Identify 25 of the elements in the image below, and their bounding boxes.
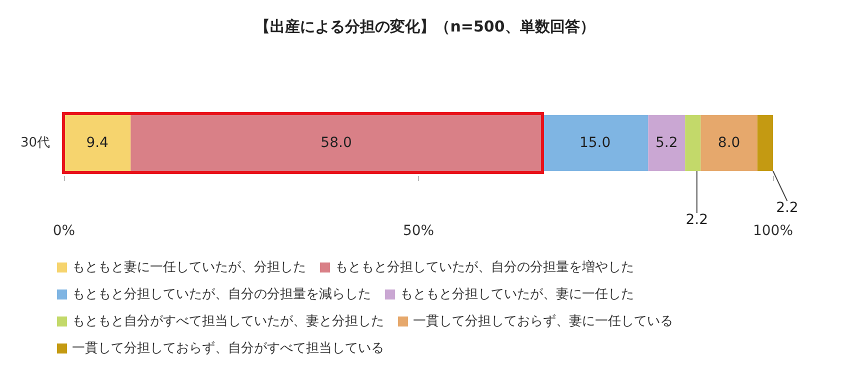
data-label: 15.0 [579, 135, 611, 151]
legend-label: 一貫して分担しておらず、自分がすべて担当している [72, 341, 384, 356]
legend-label: もともと妻に一任していたが、分担した [72, 260, 306, 275]
legend-label: もともと分担していたが、自分の分担量を増やした [335, 259, 634, 275]
data-label: 2.2 [686, 212, 708, 228]
bar [757, 115, 773, 171]
bar [64, 115, 131, 171]
data-label: 9.4 [86, 135, 109, 151]
legend-label: もともと自分がすべて担当していたが、妻と分担した [72, 314, 384, 329]
bar [648, 115, 686, 171]
x-tick-label: 0% [52, 223, 76, 239]
bar [685, 115, 701, 171]
bar [700, 115, 758, 171]
x-tick-label: 50% [402, 223, 434, 239]
x-tick-label: 100% [752, 223, 794, 239]
legend-label: 一貫して分担しておらず、妻に一任している [413, 314, 673, 329]
data-label: 2.2 [776, 200, 798, 216]
y-tick-label: 30代 [20, 136, 50, 150]
chart-title: 【出産による分担の変化】（n=500、単数回答） [255, 18, 595, 36]
data-label: 8.0 [718, 135, 740, 151]
data-label: 58.0 [320, 135, 352, 151]
data-label: 5.2 [656, 135, 678, 151]
bar [130, 115, 542, 171]
legend-label: もともと分担していたが、妻に一任した [400, 287, 634, 302]
legend-label: もともと分担していたが、自分の分担量を減らした [72, 287, 371, 302]
